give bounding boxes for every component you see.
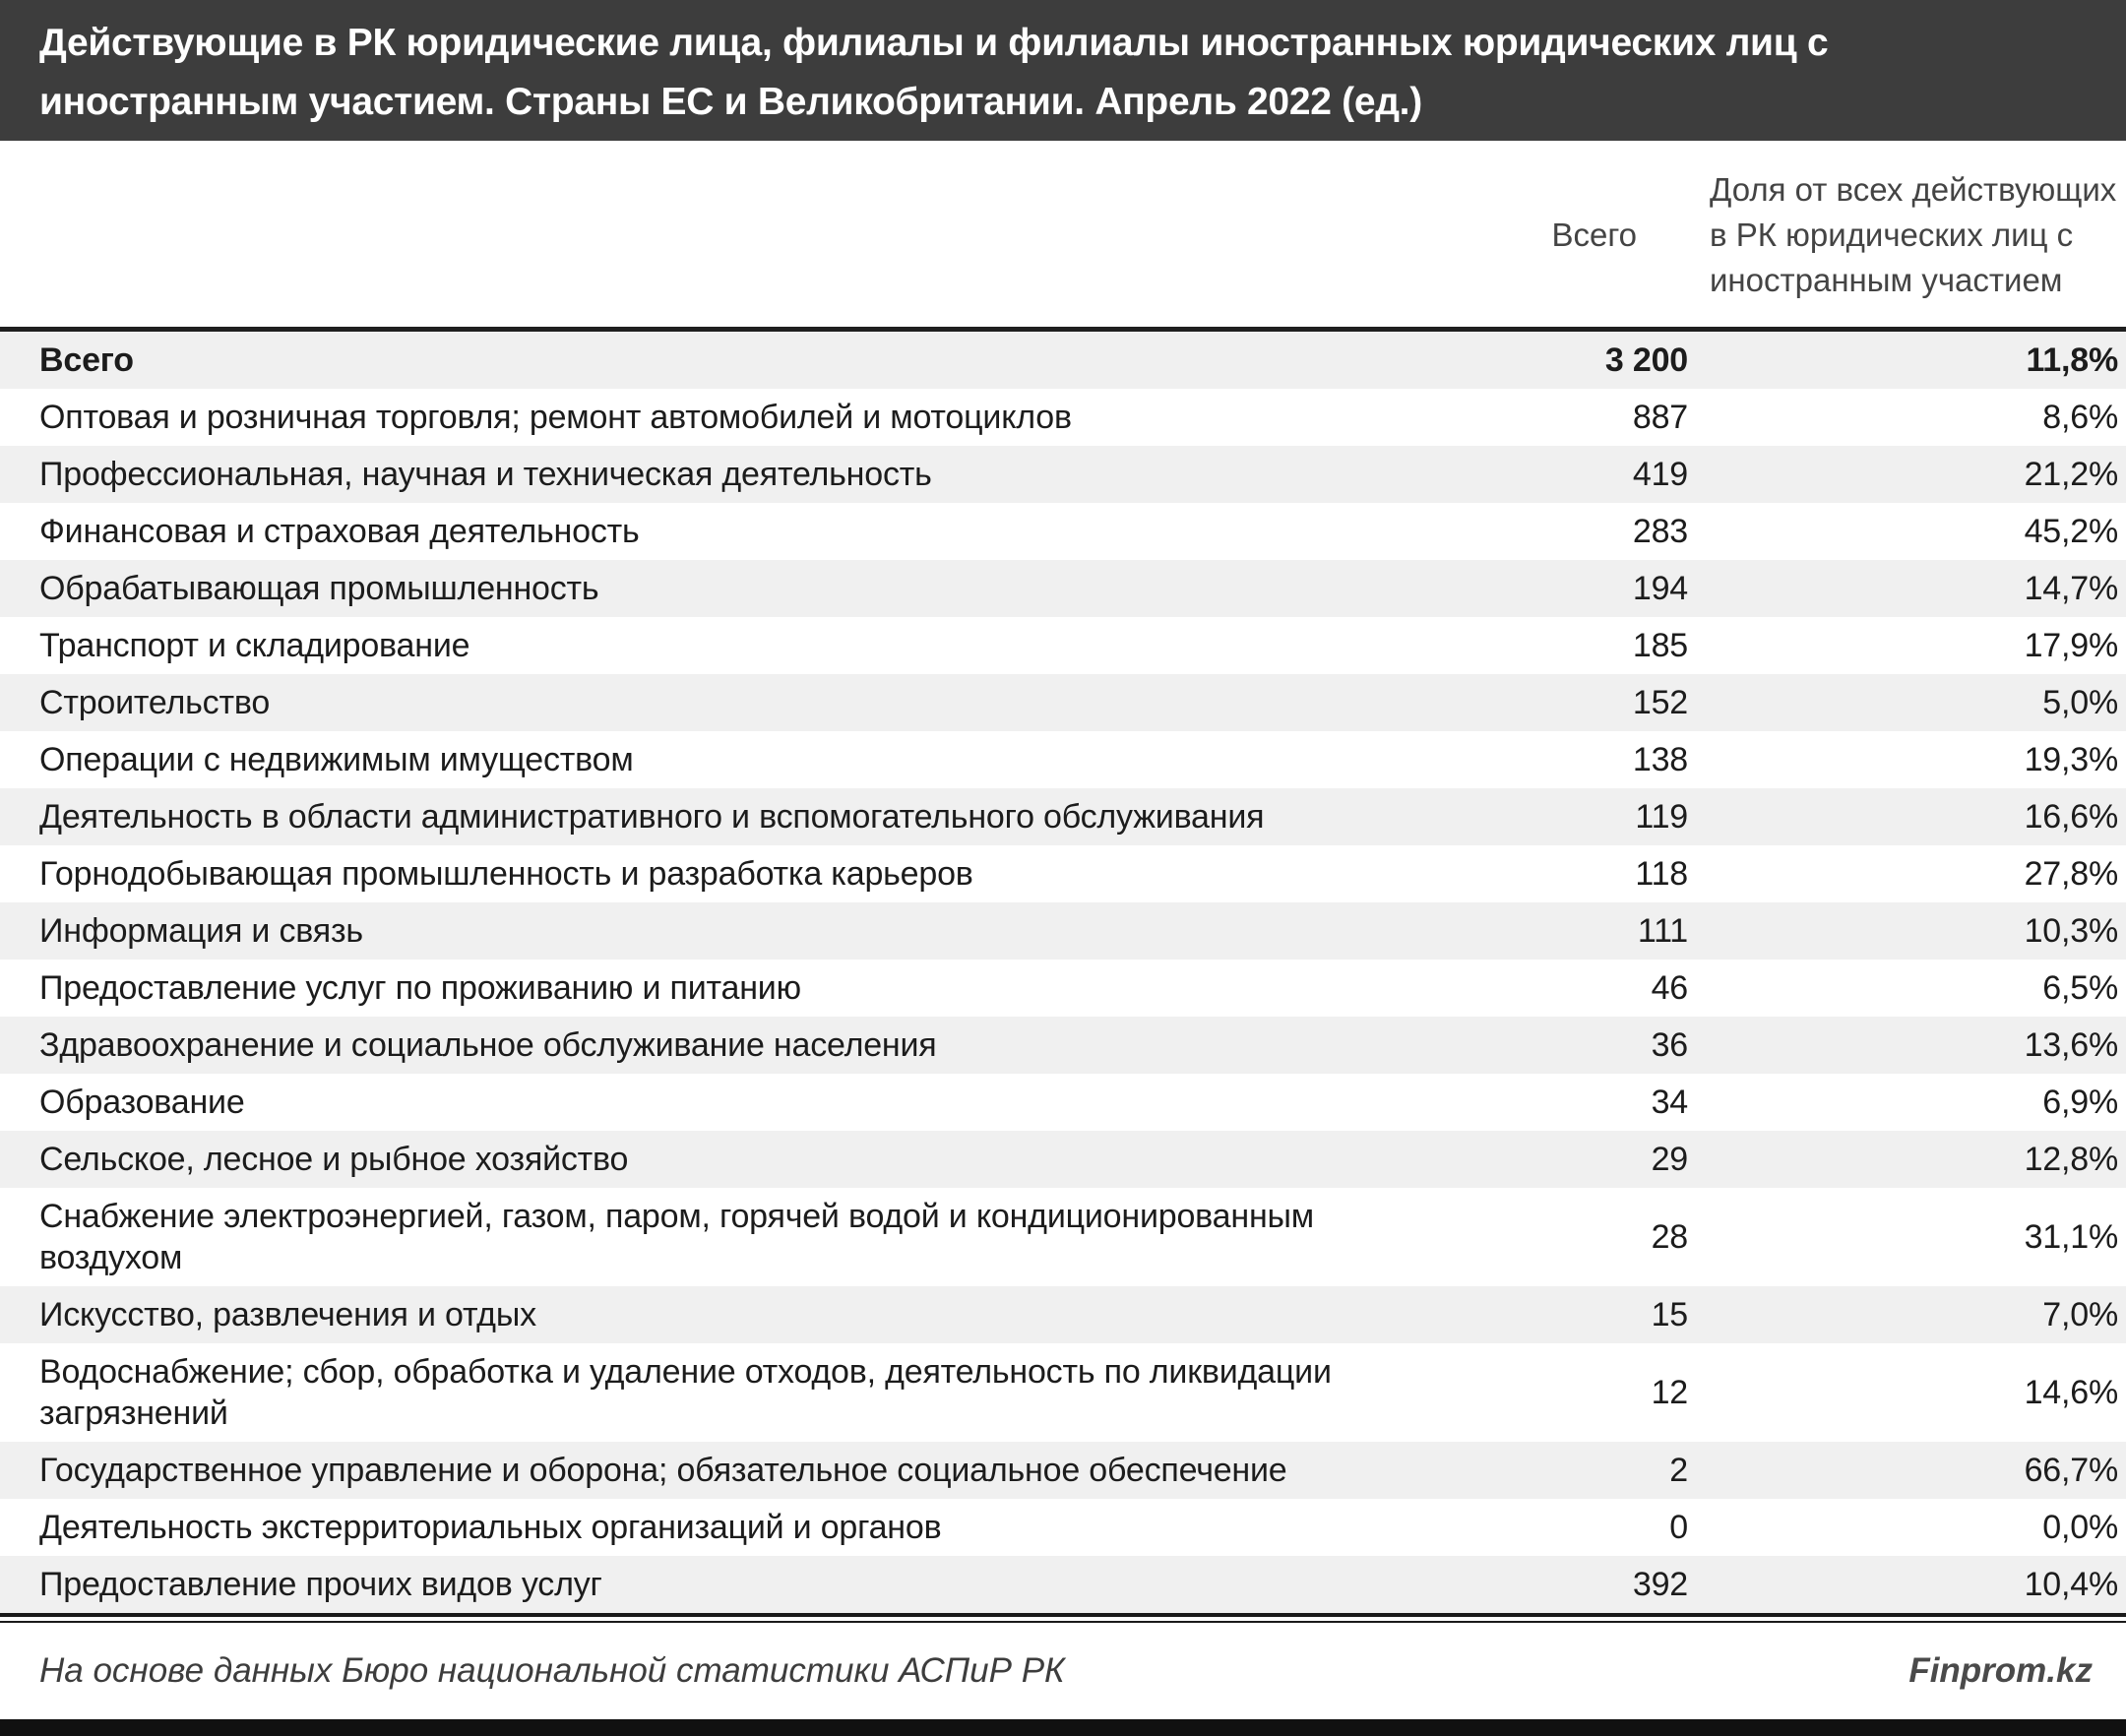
page-title: Действующие в РК юридические лица, филиа…	[0, 0, 2126, 141]
header-share: Доля от всех действующих в РК юридически…	[1710, 170, 2117, 298]
row-total: 15	[1651, 1296, 1689, 1333]
row-total: 138	[1632, 741, 1688, 778]
row-category: Предоставление услуг по проживанию и пит…	[39, 969, 801, 1007]
table-row: Обрабатывающая промышленность 194 14,7%	[0, 560, 2126, 617]
row-category: Финансовая и страховая деятельность	[39, 513, 640, 550]
row-share: 6,5%	[2042, 969, 2118, 1007]
row-share: 8,6%	[2042, 399, 2118, 436]
table-body: Всего 3 200 11,8% Оптовая и розничная то…	[0, 332, 2126, 1613]
table-row: Государственное управление и оборона; об…	[0, 1442, 2126, 1499]
row-category: Профессиональная, научная и техническая …	[39, 456, 932, 493]
row-category: Горнодобывающая промышленность и разрабо…	[39, 855, 973, 893]
table-row: Снабжение электроэнергией, газом, паром,…	[0, 1188, 2126, 1286]
row-share: 0,0%	[2042, 1509, 2118, 1546]
row-total: 887	[1632, 399, 1688, 436]
row-category: Деятельность экстерриториальных организа…	[39, 1509, 942, 1546]
table-row: Искусство, развлечения и отдых 15 7,0%	[0, 1286, 2126, 1343]
brand-logo-text: Finprom.kz	[1908, 1651, 2093, 1690]
row-share: 31,1%	[2024, 1218, 2119, 1256]
row-category: Снабжение электроэнергией, газом, паром,…	[39, 1198, 1314, 1276]
row-total: 283	[1632, 513, 1688, 550]
row-category: Здравоохранение и социальное обслуживани…	[39, 1026, 937, 1064]
table-row: Профессиональная, научная и техническая …	[0, 446, 2126, 503]
row-total: 3 200	[1604, 341, 1688, 379]
row-category: Деятельность в области административного…	[39, 798, 1265, 836]
row-total: 12	[1651, 1374, 1689, 1411]
table-row: Строительство 152 5,0%	[0, 674, 2126, 731]
row-share: 66,7%	[2024, 1452, 2119, 1489]
row-total: 111	[1637, 912, 1688, 950]
header-total: Всего	[1551, 216, 1637, 253]
row-share: 19,3%	[2024, 741, 2119, 778]
row-total: 185	[1632, 627, 1688, 664]
row-category: Государственное управление и оборона; об…	[39, 1452, 1287, 1489]
table-row: Операции с недвижимым имуществом 138 19,…	[0, 731, 2126, 788]
row-category: Искусство, развлечения и отдых	[39, 1296, 536, 1333]
row-category: Всего	[39, 341, 134, 379]
row-share: 17,9%	[2024, 627, 2119, 664]
row-share: 5,0%	[2042, 684, 2118, 721]
row-category: Строительство	[39, 684, 271, 721]
row-total: 2	[1669, 1452, 1688, 1489]
row-share: 45,2%	[2024, 513, 2119, 550]
table-bottom-divider	[0, 1613, 2126, 1623]
row-category: Информация и связь	[39, 912, 363, 950]
row-category: Предоставление прочих видов услуг	[39, 1566, 602, 1603]
row-total: 0	[1669, 1509, 1688, 1546]
bottom-bar	[0, 1719, 2126, 1736]
row-total: 119	[1635, 798, 1688, 836]
row-total: 419	[1632, 456, 1688, 493]
table-row: Оптовая и розничная торговля; ремонт авт…	[0, 389, 2126, 446]
row-share: 14,6%	[2024, 1374, 2119, 1411]
table-row: Предоставление услуг по проживанию и пит…	[0, 960, 2126, 1017]
row-category: Обрабатывающая промышленность	[39, 570, 599, 607]
row-share: 12,8%	[2024, 1141, 2119, 1178]
table-row: Сельское, лесное и рыбное хозяйство 29 1…	[0, 1131, 2126, 1188]
row-share: 13,6%	[2024, 1026, 2119, 1064]
source-note: На основе данных Бюро национальной стати…	[39, 1651, 1065, 1690]
footer: На основе данных Бюро национальной стати…	[0, 1623, 2126, 1719]
row-category: Операции с недвижимым имуществом	[39, 741, 634, 778]
row-total: 392	[1632, 1566, 1688, 1603]
row-category: Образование	[39, 1084, 245, 1121]
row-share: 6,9%	[2042, 1084, 2118, 1121]
row-total: 28	[1651, 1218, 1689, 1256]
table-row: Водоснабжение; сбор, обработка и удалени…	[0, 1343, 2126, 1442]
row-total: 194	[1632, 570, 1688, 607]
table-row: Образование 34 6,9%	[0, 1074, 2126, 1131]
row-total: 36	[1651, 1026, 1689, 1064]
table-row: Информация и связь 111 10,3%	[0, 902, 2126, 960]
row-total: 118	[1635, 855, 1688, 893]
row-category: Транспорт и складирование	[39, 627, 470, 664]
table-row: Здравоохранение и социальное обслуживани…	[0, 1017, 2126, 1074]
row-category: Сельское, лесное и рыбное хозяйство	[39, 1141, 629, 1178]
row-total: 152	[1632, 684, 1688, 721]
row-share: 21,2%	[2024, 456, 2119, 493]
row-category: Водоснабжение; сбор, обработка и удалени…	[39, 1353, 1332, 1432]
row-share: 10,4%	[2024, 1566, 2119, 1603]
row-total: 29	[1651, 1141, 1689, 1178]
table-row: Всего 3 200 11,8%	[0, 332, 2126, 389]
row-share: 10,3%	[2024, 912, 2119, 950]
table-row: Транспорт и складирование 185 17,9%	[0, 617, 2126, 674]
row-share: 16,6%	[2024, 798, 2119, 836]
table-row: Деятельность в области административного…	[0, 788, 2126, 845]
table-row: Горнодобывающая промышленность и разрабо…	[0, 845, 2126, 902]
row-share: 14,7%	[2024, 570, 2119, 607]
table-row: Финансовая и страховая деятельность 283 …	[0, 503, 2126, 560]
row-share: 7,0%	[2042, 1296, 2118, 1333]
row-category: Оптовая и розничная торговля; ремонт авт…	[39, 399, 1072, 436]
table-row: Деятельность экстерриториальных организа…	[0, 1499, 2126, 1556]
row-share: 27,8%	[2024, 855, 2119, 893]
row-total: 46	[1651, 969, 1689, 1007]
table-header-row: Всего Доля от всех действующих в РК юрид…	[0, 141, 2126, 332]
row-share: 11,8%	[2026, 341, 2118, 379]
row-total: 34	[1651, 1084, 1689, 1121]
table-row: Предоставление прочих видов услуг 392 10…	[0, 1556, 2126, 1613]
